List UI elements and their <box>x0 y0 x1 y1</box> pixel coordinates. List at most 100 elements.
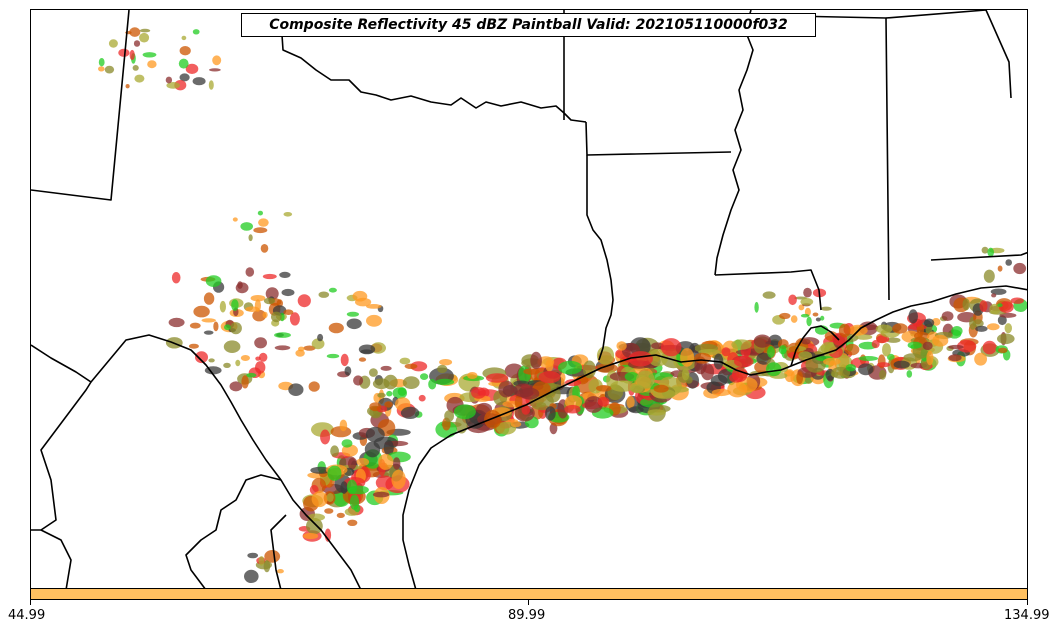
reflectivity-blob <box>134 74 145 83</box>
reflectivity-blob <box>484 410 502 429</box>
reflectivity-blob <box>444 410 454 422</box>
reflectivity-blob <box>981 246 989 254</box>
reflectivity-blob <box>353 375 364 386</box>
reflectivity-blob <box>311 338 325 350</box>
reflectivity-blob <box>399 357 411 365</box>
reflectivity-blob <box>972 319 984 328</box>
reflectivity-blob <box>209 68 221 72</box>
reflectivity-blob <box>258 556 265 566</box>
reflectivity-blob <box>246 372 257 378</box>
reflectivity-blob <box>347 458 357 470</box>
reflectivity-blob <box>224 324 231 331</box>
reflectivity-blob <box>327 465 342 481</box>
reflectivity-blob <box>519 387 540 400</box>
reflectivity-blob <box>790 315 798 323</box>
reflectivity-blob <box>274 345 291 351</box>
reflectivity-blob <box>838 323 851 338</box>
reflectivity-blob <box>328 322 344 334</box>
reflectivity-blob <box>263 297 276 305</box>
reflectivity-blob <box>882 343 891 357</box>
reflectivity-blob <box>241 375 249 389</box>
reflectivity-blob <box>129 49 135 61</box>
reflectivity-blob <box>276 569 284 574</box>
reflectivity-blob <box>754 301 759 313</box>
reflectivity-blob <box>903 353 922 362</box>
reflectivity-blob <box>647 409 666 416</box>
reflectivity-blob <box>694 352 711 364</box>
reflectivity-blob <box>303 532 319 540</box>
reflectivity-blob <box>247 552 259 559</box>
ms-al-border <box>752 15 890 301</box>
reflectivity-blob <box>179 46 191 56</box>
reflectivity-blob <box>962 298 970 311</box>
reflectivity-blob <box>510 421 522 428</box>
reflectivity-blob <box>118 48 130 57</box>
reflectivity-blob <box>876 362 891 368</box>
reflectivity-blob <box>307 513 325 522</box>
reflectivity-blob <box>521 405 531 415</box>
reflectivity-blob <box>564 404 581 414</box>
reflectivity-blob <box>369 368 378 377</box>
reflectivity-blob <box>731 339 752 350</box>
reflectivity-blob <box>166 82 180 89</box>
reflectivity-blob <box>132 65 139 71</box>
reflectivity-blob <box>681 368 690 381</box>
reflectivity-blob <box>721 347 731 357</box>
reflectivity-blob <box>201 318 216 323</box>
reflectivity-blob <box>365 426 385 443</box>
reflectivity-blob <box>188 343 199 349</box>
reflectivity-blob <box>397 387 407 396</box>
reflectivity-blob <box>203 292 215 305</box>
reflectivity-blob <box>428 378 437 390</box>
reflectivity-blob <box>231 299 239 311</box>
reflectivity-blob <box>219 300 226 313</box>
reflectivity-blob <box>538 371 561 384</box>
reflectivity-blob <box>336 512 345 518</box>
louisiana-delta <box>790 325 840 367</box>
reflectivity-blob <box>341 439 353 448</box>
reflectivity-blob <box>185 63 199 74</box>
reflectivity-blob <box>208 358 215 363</box>
reflectivity-blob <box>98 58 105 67</box>
reflectivity-blob <box>295 349 305 357</box>
reflectivity-blob <box>803 287 812 298</box>
reflectivity-blob <box>212 55 222 66</box>
reflectivity-blob <box>240 355 250 361</box>
reflectivity-blob <box>987 323 1000 331</box>
reflectivity-blob <box>784 369 795 383</box>
reflectivity-blob <box>660 338 682 357</box>
reflectivity-blob <box>264 550 281 563</box>
reflectivity-blob <box>208 80 214 90</box>
reflectivity-blob <box>223 340 241 354</box>
fl-border <box>930 251 1027 261</box>
reflectivity-blob <box>700 363 715 381</box>
reflectivity-blob <box>983 269 995 283</box>
reflectivity-blob <box>975 325 988 332</box>
reflectivity-blob <box>244 569 259 584</box>
reflectivity-blob <box>339 419 348 432</box>
reflectivity-blob <box>628 351 653 367</box>
reflectivity-blob <box>235 359 241 367</box>
reflectivity-blob <box>597 396 610 407</box>
reflectivity-blob <box>753 334 772 348</box>
reflectivity-blob <box>384 401 393 408</box>
reflectivity-blob <box>410 361 428 372</box>
red-river-border <box>280 19 587 123</box>
reflectivity-blob <box>250 295 266 302</box>
reflectivity-blob <box>245 267 255 277</box>
reflectivity-blob <box>165 76 173 84</box>
reflectivity-blob <box>801 338 811 345</box>
reflectivity-blob <box>628 406 644 414</box>
reflectivity-blob <box>303 345 316 351</box>
reflectivity-blob <box>289 312 300 326</box>
reflectivity-blob <box>530 351 542 370</box>
reflectivity-blob <box>346 479 358 495</box>
map-canvas <box>31 10 1027 588</box>
reflectivity-blob <box>906 370 913 378</box>
reflectivity-blob <box>377 392 386 398</box>
reflectivity-blob <box>340 481 348 494</box>
reflectivity-blob <box>820 315 825 321</box>
reflectivity-blob <box>1004 323 1012 334</box>
reflectivity-blob <box>213 321 219 332</box>
reflectivity-blob <box>651 342 664 350</box>
